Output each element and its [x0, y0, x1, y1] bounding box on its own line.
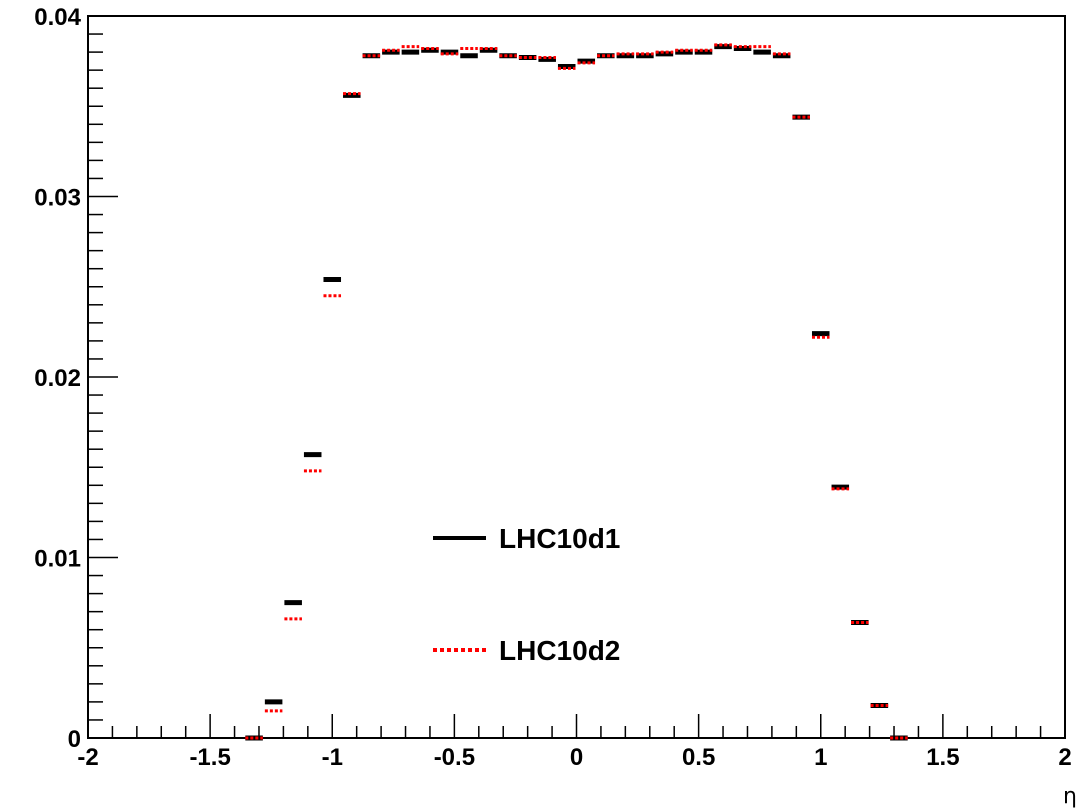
- y-tick-label: 0.03: [34, 185, 81, 212]
- series-lhc10d2: [245, 43, 908, 740]
- x-tick-label: -1: [322, 744, 343, 771]
- x-tick-label: -2: [77, 744, 98, 771]
- y-tick-label: 0.02: [34, 365, 81, 392]
- x-tick-label: -1.5: [189, 744, 230, 771]
- y-tick-label: 0: [68, 726, 81, 753]
- x-tick-label: 2: [1058, 744, 1071, 771]
- x-tick-label: 1.5: [926, 744, 959, 771]
- y-tick-label: 0.04: [34, 4, 81, 31]
- x-axis-title: η: [1063, 784, 1077, 809]
- x-tick-labels: -2 -1.5 -1 -0.5 0 0.5 1 1.5 2: [77, 744, 1071, 771]
- y-tick-labels: 0 0.01 0.02 0.03 0.04: [34, 4, 81, 753]
- x-tick-label: 0.5: [682, 744, 715, 771]
- legend: LHC10d1 LHC10d2: [433, 523, 620, 666]
- x-tick-label: -0.5: [434, 744, 475, 771]
- data-series: [245, 43, 908, 741]
- plot-frame: [87, 15, 1066, 739]
- legend-label-lhc10d1: LHC10d1: [499, 523, 620, 554]
- axis-ticks: [87, 15, 1066, 739]
- x-tick-label: 0: [570, 744, 583, 771]
- series-lhc10d1: [245, 44, 908, 741]
- legend-label-lhc10d2: LHC10d2: [499, 635, 620, 666]
- x-tick-label: 1: [814, 744, 827, 771]
- y-tick-label: 0.01: [34, 546, 81, 573]
